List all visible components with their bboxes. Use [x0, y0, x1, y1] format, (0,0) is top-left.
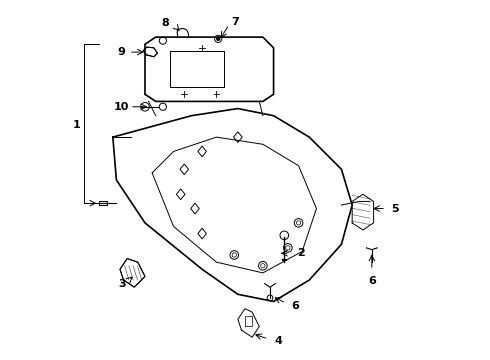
Text: 1: 1	[73, 120, 80, 130]
Text: 2: 2	[297, 248, 305, 258]
Circle shape	[217, 37, 220, 41]
Text: 9: 9	[118, 47, 126, 57]
Text: 10: 10	[114, 102, 129, 112]
Text: 8: 8	[162, 18, 169, 28]
Text: 6: 6	[368, 276, 376, 286]
Text: 3: 3	[118, 279, 125, 289]
Text: 4: 4	[274, 337, 282, 346]
Bar	[98, 202, 107, 205]
Text: 7: 7	[231, 17, 239, 27]
Text: 6: 6	[292, 301, 299, 311]
Text: 5: 5	[392, 203, 399, 213]
